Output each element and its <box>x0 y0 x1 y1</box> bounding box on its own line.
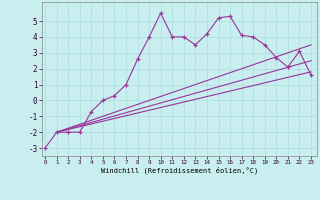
X-axis label: Windchill (Refroidissement éolien,°C): Windchill (Refroidissement éolien,°C) <box>100 167 258 174</box>
